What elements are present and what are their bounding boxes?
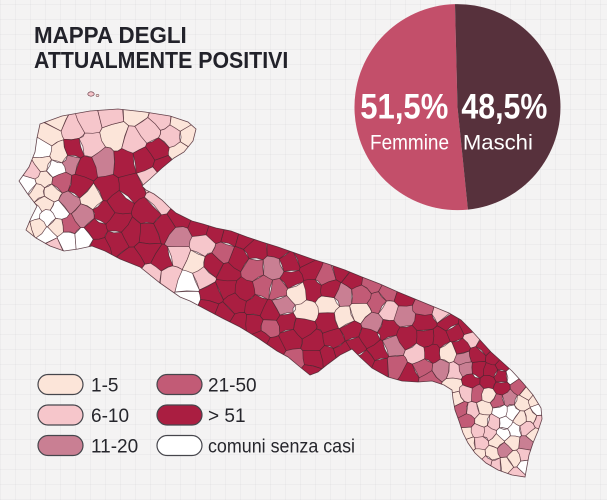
svg-text:11-20: 11-20 — [91, 436, 138, 457]
svg-text:comuni senza casi: comuni senza casi — [208, 436, 355, 457]
svg-text:Femmine: Femmine — [370, 131, 449, 154]
svg-text:51,5%: 51,5% — [360, 88, 448, 127]
svg-text:21-50: 21-50 — [208, 375, 257, 396]
svg-text:Maschi: Maschi — [463, 131, 533, 154]
svg-text:1-5: 1-5 — [91, 375, 118, 396]
svg-text:> 51: > 51 — [208, 406, 246, 427]
svg-text:48,5%: 48,5% — [461, 88, 547, 127]
svg-text:6-10: 6-10 — [91, 406, 129, 427]
